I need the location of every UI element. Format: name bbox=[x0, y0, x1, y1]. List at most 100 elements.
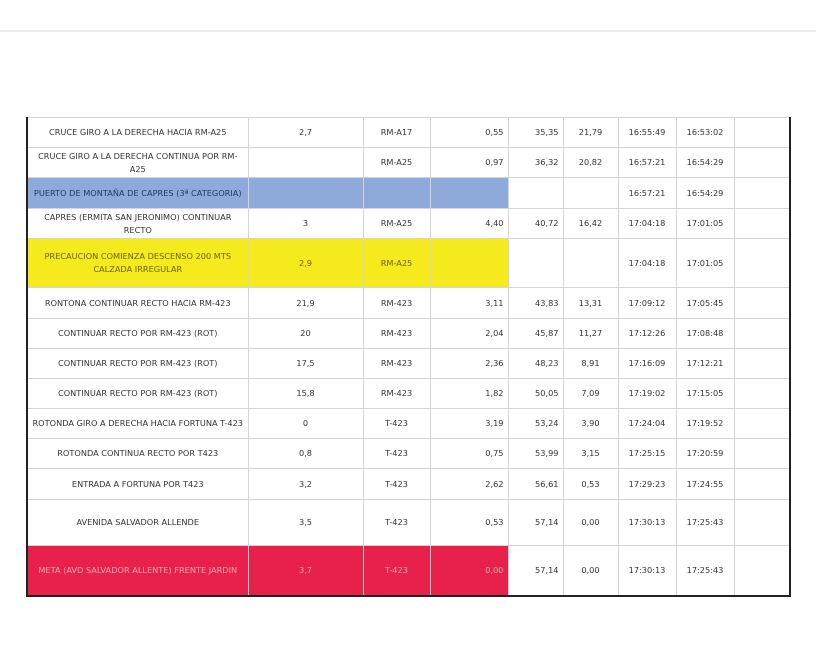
cell-km bbox=[247, 177, 364, 209]
cell-desc: CONTINUAR RECTO POR RM-423 (ROT) bbox=[26, 348, 249, 379]
table-row: CONTINUAR RECTO POR RM-423 (ROT) 20 RM-423… bbox=[26, 318, 791, 349]
table-row: AVENIDA SALVADOR ALLENDE 3,5 T-423 0,53 57,1… bbox=[26, 499, 791, 546]
cell-empty bbox=[733, 499, 791, 546]
cell-km: 3,7 bbox=[247, 545, 364, 596]
cell-km: 0,8 bbox=[247, 438, 364, 469]
cell-road: T-423 bbox=[362, 438, 431, 469]
cell-road bbox=[362, 177, 431, 209]
cell-road: RM-423 bbox=[362, 318, 431, 349]
cell-partial: 0,55 bbox=[429, 117, 509, 148]
cell-km: 3,5 bbox=[247, 499, 364, 546]
cell-time1: 17:09:12 bbox=[617, 287, 677, 319]
table-row: META (AVD SALVADOR ALLENTE) FRENTE JARDI… bbox=[26, 545, 791, 596]
cell-desc: ROTONDA GIRO A DERECHA HACIA FORTUNA T-4… bbox=[26, 408, 249, 439]
cell-remaining: 8,91 bbox=[562, 348, 619, 379]
cell-total: 56,61 bbox=[507, 468, 564, 500]
cell-total: 43,83 bbox=[507, 287, 564, 319]
cell-total: 35,35 bbox=[507, 117, 564, 148]
cell-desc: CONTINUAR RECTO POR RM-423 (ROT) bbox=[26, 378, 249, 409]
cell-road: RM-423 bbox=[362, 378, 431, 409]
cell-km: 15,8 bbox=[247, 378, 364, 409]
cell-km: 0 bbox=[247, 408, 364, 439]
table-row: RONTONA CONTINUAR RECTO HACIA RM-423 21,9… bbox=[26, 287, 791, 319]
cell-time2: 17:20:59 bbox=[675, 438, 735, 469]
cell-remaining bbox=[562, 177, 619, 209]
cell-partial: 0,00 bbox=[429, 545, 509, 596]
table-row: CONTINUAR RECTO POR RM-423 (ROT) 17,5 RM-4… bbox=[26, 348, 791, 379]
table-row: CRUCE GIRO A LA DERECHA CONTINUA POR RM-… bbox=[26, 147, 791, 178]
cell-partial: 0,75 bbox=[429, 438, 509, 469]
cell-total bbox=[507, 238, 564, 288]
cell-total: 48,23 bbox=[507, 348, 564, 379]
cell-time1: 17:16:09 bbox=[617, 348, 677, 379]
cell-desc: ROTONDA CONTINUA RECTO POR T423 bbox=[26, 438, 249, 469]
cell-km: 2,9 bbox=[247, 238, 364, 288]
cell-road: RM-A25 bbox=[362, 147, 431, 178]
cell-remaining: 0,53 bbox=[562, 468, 619, 500]
cell-remaining: 0,00 bbox=[562, 545, 619, 596]
cell-total: 53,24 bbox=[507, 408, 564, 439]
table-row: PUERTO DE MONTAÑA DE CAPRES (3ª CATEGORI… bbox=[26, 177, 791, 209]
cell-km bbox=[247, 147, 364, 178]
cell-remaining: 0,00 bbox=[562, 499, 619, 546]
cell-remaining: 13,31 bbox=[562, 287, 619, 319]
cell-empty bbox=[733, 208, 791, 239]
cell-remaining bbox=[562, 238, 619, 288]
cell-time2: 17:12:21 bbox=[675, 348, 735, 379]
cell-partial: 3,11 bbox=[429, 287, 509, 319]
cell-remaining: 21,79 bbox=[562, 117, 619, 148]
cell-desc: CAPRES (ERMITA SAN JERONIMO) CONTINUAR R… bbox=[26, 208, 249, 239]
cell-time2: 17:05:45 bbox=[675, 287, 735, 319]
cell-km: 20 bbox=[247, 318, 364, 349]
table-row: ENTRADA A FORTUNA POR T423 3,2 T-423 2,62 56… bbox=[26, 468, 791, 500]
cell-road: RM-A25 bbox=[362, 208, 431, 239]
cell-time2: 17:24:55 bbox=[675, 468, 735, 500]
cell-partial: 4,40 bbox=[429, 208, 509, 239]
table-row: CAPRES (ERMITA SAN JERONIMO) CONTINUAR R… bbox=[26, 208, 791, 239]
cell-partial: 1,82 bbox=[429, 378, 509, 409]
cell-road: T-423 bbox=[362, 468, 431, 500]
cell-time1: 16:55:49 bbox=[617, 117, 677, 148]
cell-km: 2,7 bbox=[247, 117, 364, 148]
cell-time1: 17:12:26 bbox=[617, 318, 677, 349]
table-row: CRUCE GIRO A LA DERECHA HACIA RM-A25 2,7 R… bbox=[26, 117, 791, 148]
cell-time1: 17:29:23 bbox=[617, 468, 677, 500]
route-table: CRUCE GIRO A LA DERECHA HACIA RM-A25 2,7 R… bbox=[26, 117, 791, 597]
table-row: CONTINUAR RECTO POR RM-423 (ROT) 15,8 RM-4… bbox=[26, 378, 791, 409]
cell-total: 36,32 bbox=[507, 147, 564, 178]
cell-road: T-423 bbox=[362, 499, 431, 546]
cell-time2: 16:54:29 bbox=[675, 177, 735, 209]
cell-desc: AVENIDA SALVADOR ALLENDE bbox=[26, 499, 249, 546]
cell-empty bbox=[733, 545, 791, 596]
cell-time2: 17:25:43 bbox=[675, 499, 735, 546]
cell-km: 21,9 bbox=[247, 287, 364, 319]
cell-time2: 17:19:52 bbox=[675, 408, 735, 439]
cell-time2: 17:25:43 bbox=[675, 545, 735, 596]
cell-partial: 2,36 bbox=[429, 348, 509, 379]
cell-desc: CONTINUAR RECTO POR RM-423 (ROT) bbox=[26, 318, 249, 349]
cell-remaining: 3,15 bbox=[562, 438, 619, 469]
cell-total: 50,05 bbox=[507, 378, 564, 409]
cell-remaining: 20,82 bbox=[562, 147, 619, 178]
cell-time2: 16:53:02 bbox=[675, 117, 735, 148]
cell-desc: PUERTO DE MONTAÑA DE CAPRES (3ª CATEGORI… bbox=[26, 177, 249, 209]
cell-partial: 0,97 bbox=[429, 147, 509, 178]
cell-km: 3 bbox=[247, 208, 364, 239]
cell-desc: ENTRADA A FORTUNA POR T423 bbox=[26, 468, 249, 500]
cell-remaining: 16,42 bbox=[562, 208, 619, 239]
cell-time1: 16:57:21 bbox=[617, 147, 677, 178]
cell-remaining: 11,27 bbox=[562, 318, 619, 349]
cell-time2: 17:15:05 bbox=[675, 378, 735, 409]
cell-time1: 17:04:18 bbox=[617, 208, 677, 239]
cell-remaining: 3,90 bbox=[562, 408, 619, 439]
cell-empty bbox=[733, 468, 791, 500]
cell-time1: 17:30:13 bbox=[617, 545, 677, 596]
cell-total: 40,72 bbox=[507, 208, 564, 239]
cell-empty bbox=[733, 287, 791, 319]
cell-time1: 17:19:02 bbox=[617, 378, 677, 409]
cell-total: 57,14 bbox=[507, 545, 564, 596]
cell-empty bbox=[733, 318, 791, 349]
cell-time1: 17:24:04 bbox=[617, 408, 677, 439]
cell-desc: CRUCE GIRO A LA DERECHA HACIA RM-A25 bbox=[26, 117, 249, 148]
cell-time1: 17:30:13 bbox=[617, 499, 677, 546]
